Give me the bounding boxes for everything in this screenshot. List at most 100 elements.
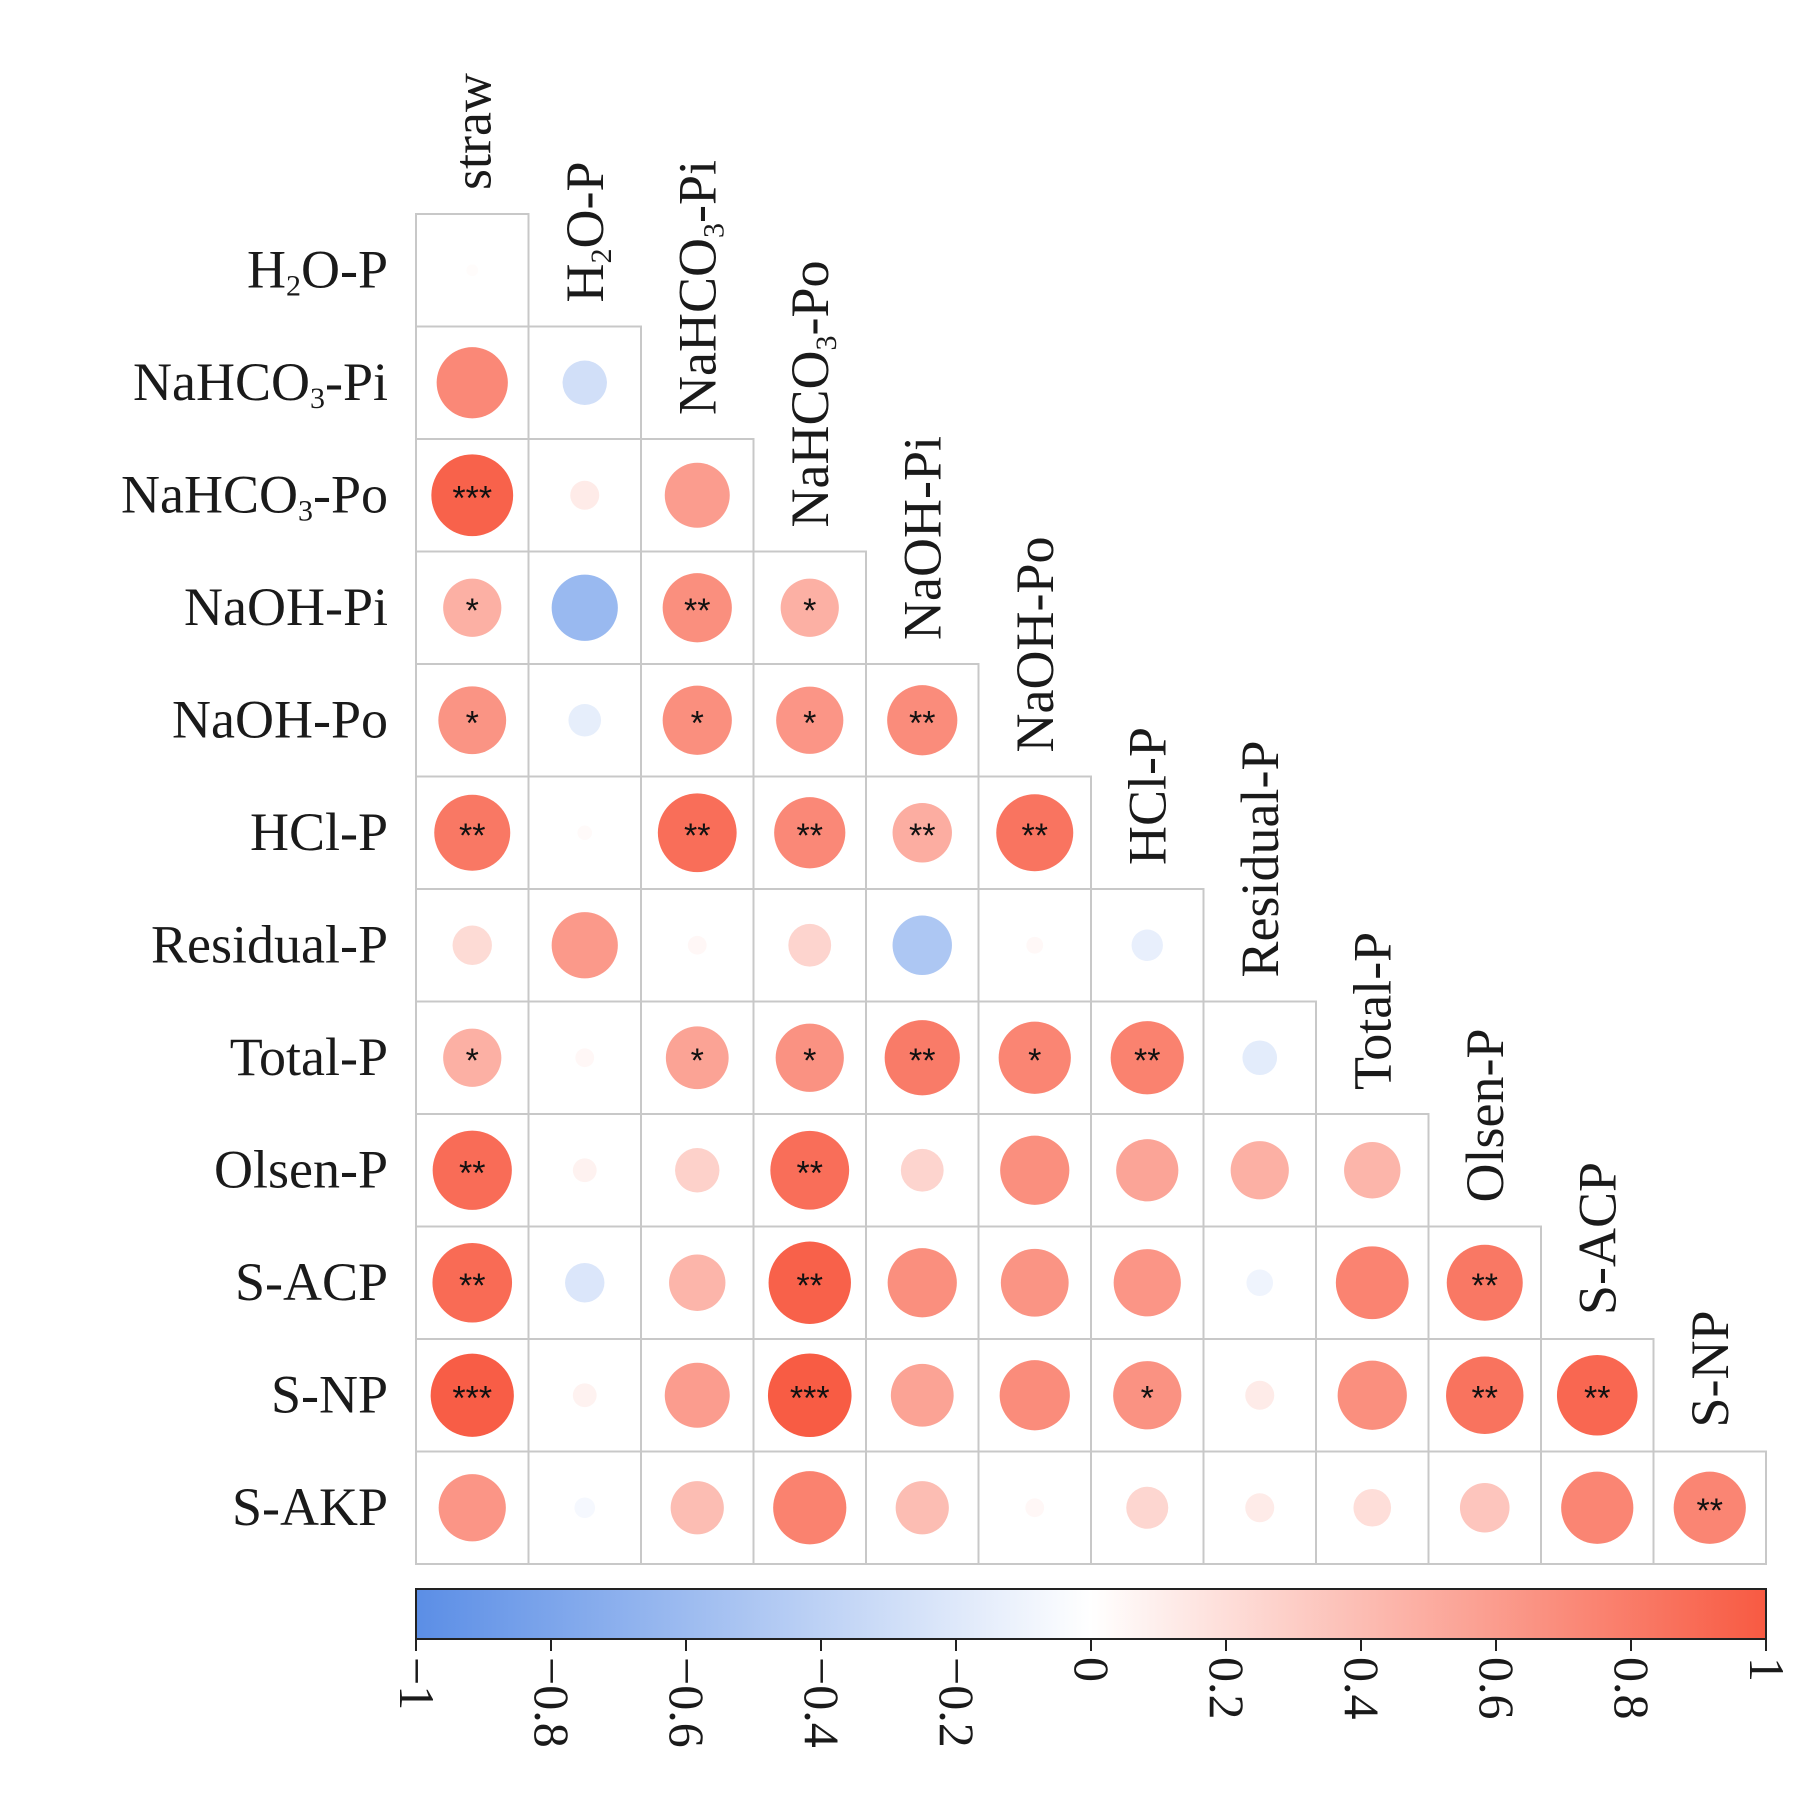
colorbar-tick-label: 0.8 <box>1604 1657 1660 1720</box>
corr-circle-s-akp-nahco3-po <box>773 1471 847 1545</box>
corr-circle-nahco3-pi-straw <box>436 347 508 419</box>
corr-circle-s-akp-residual-p <box>1245 1493 1275 1523</box>
colorbar-tick-label: 0 <box>1064 1657 1120 1682</box>
row-label-s-np: S-NP <box>271 1364 388 1424</box>
corr-circle-residual-p-h2o-p <box>551 912 618 979</box>
significance-mark: ** <box>797 1267 823 1305</box>
corr-circle-olsen-p-straw <box>432 1130 512 1210</box>
row-label-h2o-p: H2O-P <box>247 239 388 302</box>
corr-circle-s-np-h2o-p <box>572 1383 597 1408</box>
significance-mark: ** <box>1584 1379 1610 1417</box>
corr-circle-s-np-nahco3-po <box>767 1353 852 1438</box>
corr-circle-h2o-p-straw <box>466 264 479 277</box>
significance-mark: ** <box>909 1042 935 1080</box>
column-label-nahco3-po: NaHCO3-Po <box>780 261 843 528</box>
column-label-straw: straw <box>442 73 502 190</box>
corr-circle-naoh-pi-h2o-p <box>551 574 618 641</box>
column-label-olsen-p: Olsen-P <box>1455 1029 1515 1203</box>
corr-circle-s-np-s-acp <box>1556 1354 1638 1436</box>
row-label-olsen-p: Olsen-P <box>214 1139 388 1199</box>
significance-mark: * <box>803 592 816 630</box>
colorbar-tick-label: −0.8 <box>524 1657 580 1748</box>
corr-circle-olsen-p-residual-p <box>1230 1141 1289 1200</box>
row-label-residual-p: Residual-P <box>151 914 388 974</box>
row-label-s-akp: S-AKP <box>232 1477 388 1537</box>
corr-circle-olsen-p-hcl-p <box>1116 1139 1179 1202</box>
significance-mark: ** <box>909 817 935 855</box>
significance-mark: ** <box>909 704 935 742</box>
corr-circle-s-np-residual-p <box>1245 1380 1275 1410</box>
column-label-s-np: S-NP <box>1680 1310 1740 1427</box>
corr-circle-s-acp-straw <box>432 1242 513 1323</box>
colorbar-tick-label: 0.2 <box>1199 1657 1255 1720</box>
row-labels: H2O-P NaHCO3-Pi NaHCO3-Po NaOH-Pi NaOH-Po HCl… <box>121 239 388 1537</box>
colorbar-tick-label: −1 <box>389 1657 445 1710</box>
corr-circle-total-p-nahco3-pi <box>665 1026 729 1090</box>
corr-circle-olsen-p-naoh-pi <box>900 1148 944 1192</box>
column-label-hcl-p: HCl-P <box>1117 727 1177 865</box>
corr-circle-s-acp-residual-p <box>1246 1269 1274 1297</box>
corr-circle-nahco3-po-straw <box>431 454 514 537</box>
corr-circle-residual-p-nahco3-pi <box>687 935 707 955</box>
colorbar-tick-label: −0.2 <box>929 1657 985 1748</box>
significance-mark: ** <box>459 1267 485 1305</box>
corr-circle-total-p-naoh-po <box>998 1021 1071 1094</box>
corr-circle-s-acp-hcl-p <box>1113 1249 1181 1317</box>
corr-circle-s-np-hcl-p <box>1113 1361 1182 1430</box>
matrix-cell <box>1652 1450 1767 1565</box>
corr-circle-s-acp-nahco3-po <box>768 1241 851 1324</box>
corr-circle-residual-p-hcl-p <box>1131 929 1163 961</box>
significance-mark: ** <box>459 1154 485 1192</box>
corr-circle-s-acp-nahco3-pi <box>669 1254 726 1311</box>
corr-circle-naoh-pi-nahco3-pi <box>662 573 732 643</box>
significance-mark: * <box>803 704 816 742</box>
colorbar-tick-label: −0.6 <box>659 1657 715 1748</box>
row-label-naoh-pi: NaOH-Pi <box>184 577 388 637</box>
corr-circle-s-akp-naoh-pi <box>895 1481 949 1535</box>
corr-circle-nahco3-po-h2o-p <box>570 480 600 510</box>
row-label-hcl-p: HCl-P <box>250 802 388 862</box>
corr-circle-hcl-p-h2o-p <box>577 825 593 841</box>
corr-circle-s-np-total-p <box>1337 1360 1407 1430</box>
corr-circle-s-akp-naoh-po <box>1025 1498 1045 1518</box>
corr-circle-total-p-residual-p <box>1242 1040 1278 1076</box>
significance-mark: ** <box>684 592 710 630</box>
column-label-naoh-po: NaOH-Po <box>1005 537 1065 753</box>
significance-mark: ** <box>684 817 710 855</box>
significance-mark: ** <box>459 817 485 855</box>
corr-circle-olsen-p-naoh-po <box>1000 1135 1070 1205</box>
corr-circle-s-akp-s-np <box>1673 1471 1746 1544</box>
corr-circle-total-p-straw <box>443 1028 502 1087</box>
significance-mark: * <box>1141 1379 1154 1417</box>
corr-circle-s-np-nahco3-pi <box>664 1362 730 1428</box>
colorbar-tick-label: 0.6 <box>1469 1657 1525 1720</box>
significance-mark: * <box>803 1042 816 1080</box>
column-label-h2o-p: H2O-P <box>555 161 618 302</box>
significance-mark: * <box>466 592 479 630</box>
colorbar: −1 −0.8 −0.6 −0.4 −0.2 0 0.2 0.4 0.6 0.8 1 <box>389 1588 1795 1748</box>
significance-mark: ** <box>1697 1492 1723 1530</box>
corr-circle-hcl-p-nahco3-pi <box>657 793 737 873</box>
significance-mark: * <box>691 1042 704 1080</box>
colorbar-tick-label: 1 <box>1739 1657 1795 1682</box>
corr-circle-naoh-po-h2o-p <box>568 703 602 737</box>
corr-circle-s-akp-nahco3-pi <box>670 1481 724 1535</box>
corr-circle-s-akp-h2o-p <box>574 1497 596 1519</box>
corr-circle-naoh-pi-straw <box>443 578 502 637</box>
column-label-residual-p: Residual-P <box>1230 741 1290 978</box>
significance-marks: **** ** ** * * **** ** ** ** *** * * ** * **** **** ** **… <box>452 479 1723 1530</box>
corr-circle-s-akp-straw <box>438 1474 506 1542</box>
significance-mark: ** <box>1022 817 1048 855</box>
significance-mark: ** <box>1472 1267 1498 1305</box>
row-label-nahco3-pi: NaHCO3-Pi <box>133 352 388 415</box>
colorbar-gradient <box>415 1588 1767 1640</box>
correlation-circles <box>430 264 1746 1545</box>
corr-circle-naoh-po-nahco3-po <box>776 686 844 754</box>
corr-circle-total-p-nahco3-po <box>775 1023 844 1092</box>
corr-circle-olsen-p-nahco3-pi <box>675 1148 720 1193</box>
corr-circle-hcl-p-naoh-pi <box>892 803 952 863</box>
corr-circle-hcl-p-nahco3-po <box>774 797 846 869</box>
corr-circle-residual-p-naoh-po <box>1026 936 1044 954</box>
row-label-nahco3-po: NaHCO3-Po <box>121 464 388 527</box>
corr-circle-olsen-p-total-p <box>1344 1142 1401 1199</box>
